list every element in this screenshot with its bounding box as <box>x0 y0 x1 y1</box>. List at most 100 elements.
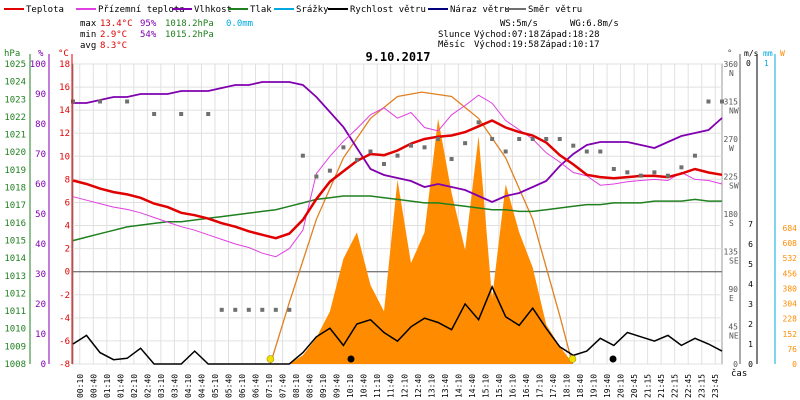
axis-tick-hum: 90 <box>35 90 46 100</box>
moonrise-marker <box>609 355 617 363</box>
axis-tick-hpa: 1023 <box>4 95 26 105</box>
stat-max-press: 1018.2hPa <box>165 19 214 29</box>
axis-tick-temp: 14 <box>59 106 70 116</box>
info-ws: WS:5m/s <box>500 19 538 29</box>
series-radiation <box>73 118 722 365</box>
x-tick-label: 09:40 <box>333 374 342 398</box>
axis-tick-hpa: 1022 <box>4 113 26 123</box>
x-tick-label: 15:10 <box>481 374 490 398</box>
axis-tick-hum: 50 <box>35 210 46 220</box>
x-tick-label: 03:40 <box>170 374 179 398</box>
x-tick-label: 12:40 <box>414 374 423 398</box>
x-tick-label: 06:40 <box>252 374 261 398</box>
stat-min-hum: 54% <box>140 30 157 40</box>
wind-direction-point <box>706 99 711 104</box>
axis-tick-hum: 40 <box>35 240 46 250</box>
axis-tick-hpa: 1013 <box>4 272 26 282</box>
wind-direction-point <box>219 307 224 312</box>
axis-tick-temp: 12 <box>59 129 70 139</box>
axis-title-mm: mm <box>763 49 773 58</box>
x-tick-label: 12:10 <box>400 374 409 398</box>
axis-tick-wm2: 608 <box>783 239 798 248</box>
legend-label: Náraz větru <box>450 5 510 15</box>
legend-label: Vlhkost <box>194 5 232 15</box>
wind-direction-point <box>125 99 130 104</box>
legend: Teplota Přízemní teplota Vlhkost Tlak Sr… <box>4 5 582 15</box>
x-tick-label: 18:10 <box>563 374 572 398</box>
axis-tick-wm2: 684 <box>783 224 798 233</box>
wind-direction-point <box>449 157 454 161</box>
series-wind-speed <box>72 284 723 365</box>
wind-direction-point <box>571 143 576 148</box>
stat-avg-label: avg <box>80 41 96 51</box>
series-humidity <box>73 81 723 203</box>
axis-title-hpa: hPa <box>4 49 20 59</box>
wind-direction-point <box>638 173 643 178</box>
x-tick-label: 22:15 <box>671 374 680 398</box>
series-temperature <box>72 119 723 240</box>
axis-tick-dir: 270 <box>724 135 739 144</box>
wind-direction-point <box>395 153 400 158</box>
axis-tick-hpa: 1010 <box>4 325 26 335</box>
wind-direction-point <box>409 143 414 148</box>
x-tick-label: 02:10 <box>130 374 139 398</box>
axis-tick-dir: 135 <box>724 248 739 257</box>
x-tick-label: 06:10 <box>238 374 247 398</box>
axis-tick-dir: 45 <box>728 323 738 332</box>
wind-direction-point <box>368 149 373 154</box>
x-tick-label: 19:40 <box>603 374 612 398</box>
x-tick-label: 13:10 <box>427 374 436 398</box>
axis-tick-temp: 2 <box>65 245 70 255</box>
axis-tick-hpa: 1014 <box>4 254 26 264</box>
chart-title: 9.10.2017 <box>365 50 430 64</box>
axis-tick-hum: 70 <box>35 150 46 160</box>
axis-tick-hpa: 1008 <box>4 360 26 370</box>
stat-max-label: max <box>80 19 97 29</box>
axis-tick-dir-name: NW <box>729 107 739 116</box>
axis-tick-temp: 4 <box>65 222 70 232</box>
axis-tick-dir-name: W <box>729 144 734 153</box>
legend-label: Směr větru <box>528 5 582 15</box>
stat-avg-temp: 8.3°C <box>100 41 127 51</box>
axis-tick-temp: -6 <box>59 337 70 347</box>
axis-tick-dir-name: NE <box>729 332 739 341</box>
x-tick-label: 04:10 <box>184 374 193 398</box>
axis-tick-hum: 100 <box>30 60 46 70</box>
x-tick-label: 03:10 <box>157 374 166 398</box>
axis-tick-hpa: 1021 <box>4 131 26 141</box>
axis-tick-dir-name: SE <box>729 257 739 266</box>
axis-tick-hum: 30 <box>35 270 46 280</box>
axis-tick-dir-name: E <box>729 294 734 303</box>
legend-label: Rychlost větru <box>350 5 426 15</box>
wind-direction-point <box>436 137 441 141</box>
series-ground-temp <box>72 94 723 258</box>
axis-tick-ms: 0 <box>748 360 753 369</box>
axis-tick-dir: 225 <box>724 173 739 182</box>
legend-label: Tlak <box>250 5 272 15</box>
info-sun-rise: Východ:07:18 <box>474 30 539 40</box>
x-tick-label: 17:10 <box>535 374 544 398</box>
axis-tick-wm2: 304 <box>783 300 798 309</box>
wind-direction-point <box>544 137 549 141</box>
axis-tick-wm2: 380 <box>783 284 798 293</box>
axis-tick-wm2: 152 <box>783 330 798 339</box>
axis-tick-wm2: 76 <box>787 345 797 354</box>
axis-tick-temp: 8 <box>65 175 70 185</box>
x-tick-label: 08:10 <box>292 374 301 398</box>
legend-item-srazky: Srážky <box>274 5 329 15</box>
wind-direction-point <box>584 149 589 154</box>
x-tick-label: 18:40 <box>576 374 585 398</box>
wind-direction-point <box>273 307 278 312</box>
info-wg: WG:6.8m/s <box>570 19 619 29</box>
x-tick-label: 20:45 <box>630 374 639 398</box>
stats-block: max 13.4°C 95% 1018.2hPa 0.0mm min 2.9°C… <box>80 19 253 51</box>
series-pressure <box>72 195 722 242</box>
x-tick-label: 10:40 <box>360 374 369 398</box>
x-tick-label: 16:10 <box>508 374 517 398</box>
x-tick-label: 09:10 <box>319 374 328 398</box>
wind-direction-point <box>354 157 359 162</box>
x-tick-label: 17:40 <box>549 374 558 398</box>
axis-tick-hum: 20 <box>35 300 46 310</box>
legend-item-tlak: Tlak <box>228 5 272 15</box>
wind-direction-point <box>98 99 103 104</box>
